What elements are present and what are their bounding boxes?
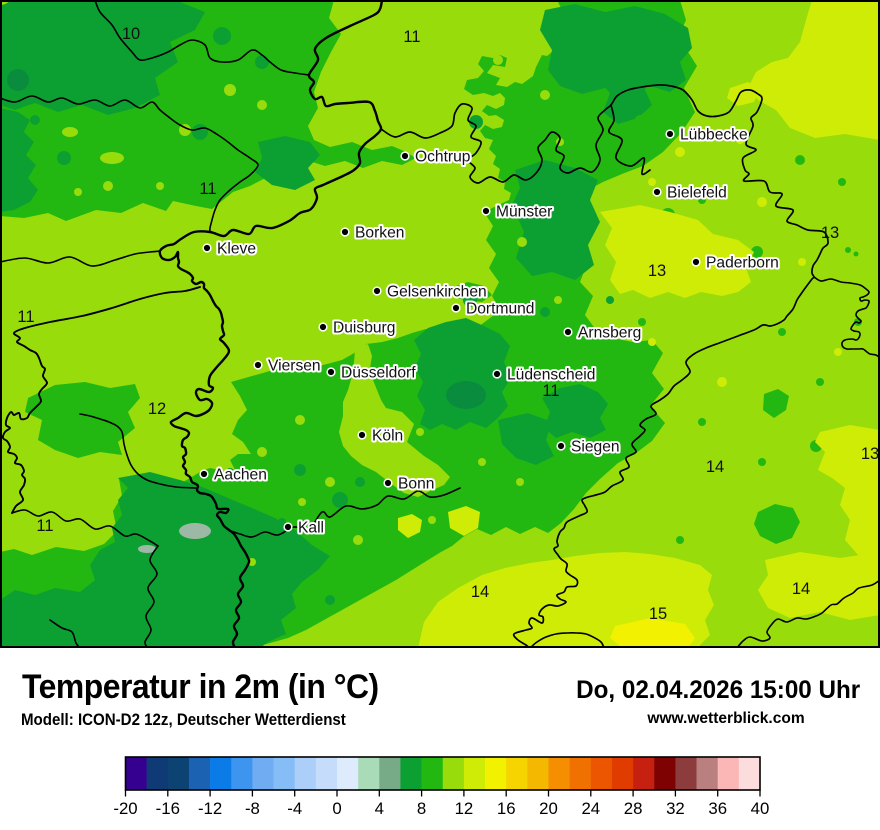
svg-text:Borken: Borken [355,225,404,242]
svg-text:0: 0 [332,799,341,818]
svg-text:14: 14 [792,580,810,598]
svg-text:Köln: Köln [372,428,403,445]
svg-text:11: 11 [542,382,559,400]
svg-text:Bielefeld: Bielefeld [667,185,727,202]
svg-text:Gelsenkirchen: Gelsenkirchen [387,284,487,301]
svg-text:Duisburg: Duisburg [333,320,395,337]
svg-text:12: 12 [455,799,474,818]
svg-text:Lüdenscheid: Lüdenscheid [507,367,595,384]
svg-text:11: 11 [199,180,216,198]
svg-text:13: 13 [861,445,879,463]
svg-text:11: 11 [36,517,53,535]
svg-text:Düsseldorf: Düsseldorf [341,365,416,382]
svg-text:16: 16 [497,799,516,818]
svg-text:Ochtrup: Ochtrup [415,149,471,166]
svg-text:-20: -20 [113,799,137,818]
svg-text:10: 10 [122,25,140,43]
svg-text:Münster: Münster [496,204,552,221]
svg-text:Bonn: Bonn [398,476,434,493]
svg-text:-12: -12 [198,799,222,818]
svg-text:28: 28 [624,799,643,818]
svg-text:11: 11 [403,28,420,46]
svg-text:Dortmund: Dortmund [466,301,534,318]
svg-text:24: 24 [581,799,600,818]
svg-text:32: 32 [666,799,685,818]
svg-text:Kleve: Kleve [217,241,256,258]
svg-text:-8: -8 [245,799,260,818]
svg-text:13: 13 [648,262,666,280]
svg-text:36: 36 [708,799,727,818]
svg-text:Aachen: Aachen [214,467,267,484]
svg-text:-16: -16 [156,799,180,818]
svg-text:13: 13 [821,224,839,242]
svg-text:15: 15 [649,605,667,623]
svg-text:-4: -4 [287,799,302,818]
svg-text:12: 12 [148,400,166,418]
svg-text:Kall: Kall [298,520,324,537]
svg-text:Lübbecke: Lübbecke [680,127,748,144]
svg-text:Siegen: Siegen [571,439,620,456]
svg-text:8: 8 [417,799,426,818]
svg-text:11: 11 [17,308,34,326]
svg-text:40: 40 [751,799,770,818]
svg-text:Paderborn: Paderborn [706,255,779,272]
svg-text:Viersen: Viersen [268,358,321,375]
svg-text:20: 20 [539,799,558,818]
svg-text:14: 14 [706,458,724,476]
svg-text:14: 14 [471,583,489,601]
svg-text:Arnsberg: Arnsberg [578,325,641,342]
svg-text:4: 4 [375,799,384,818]
